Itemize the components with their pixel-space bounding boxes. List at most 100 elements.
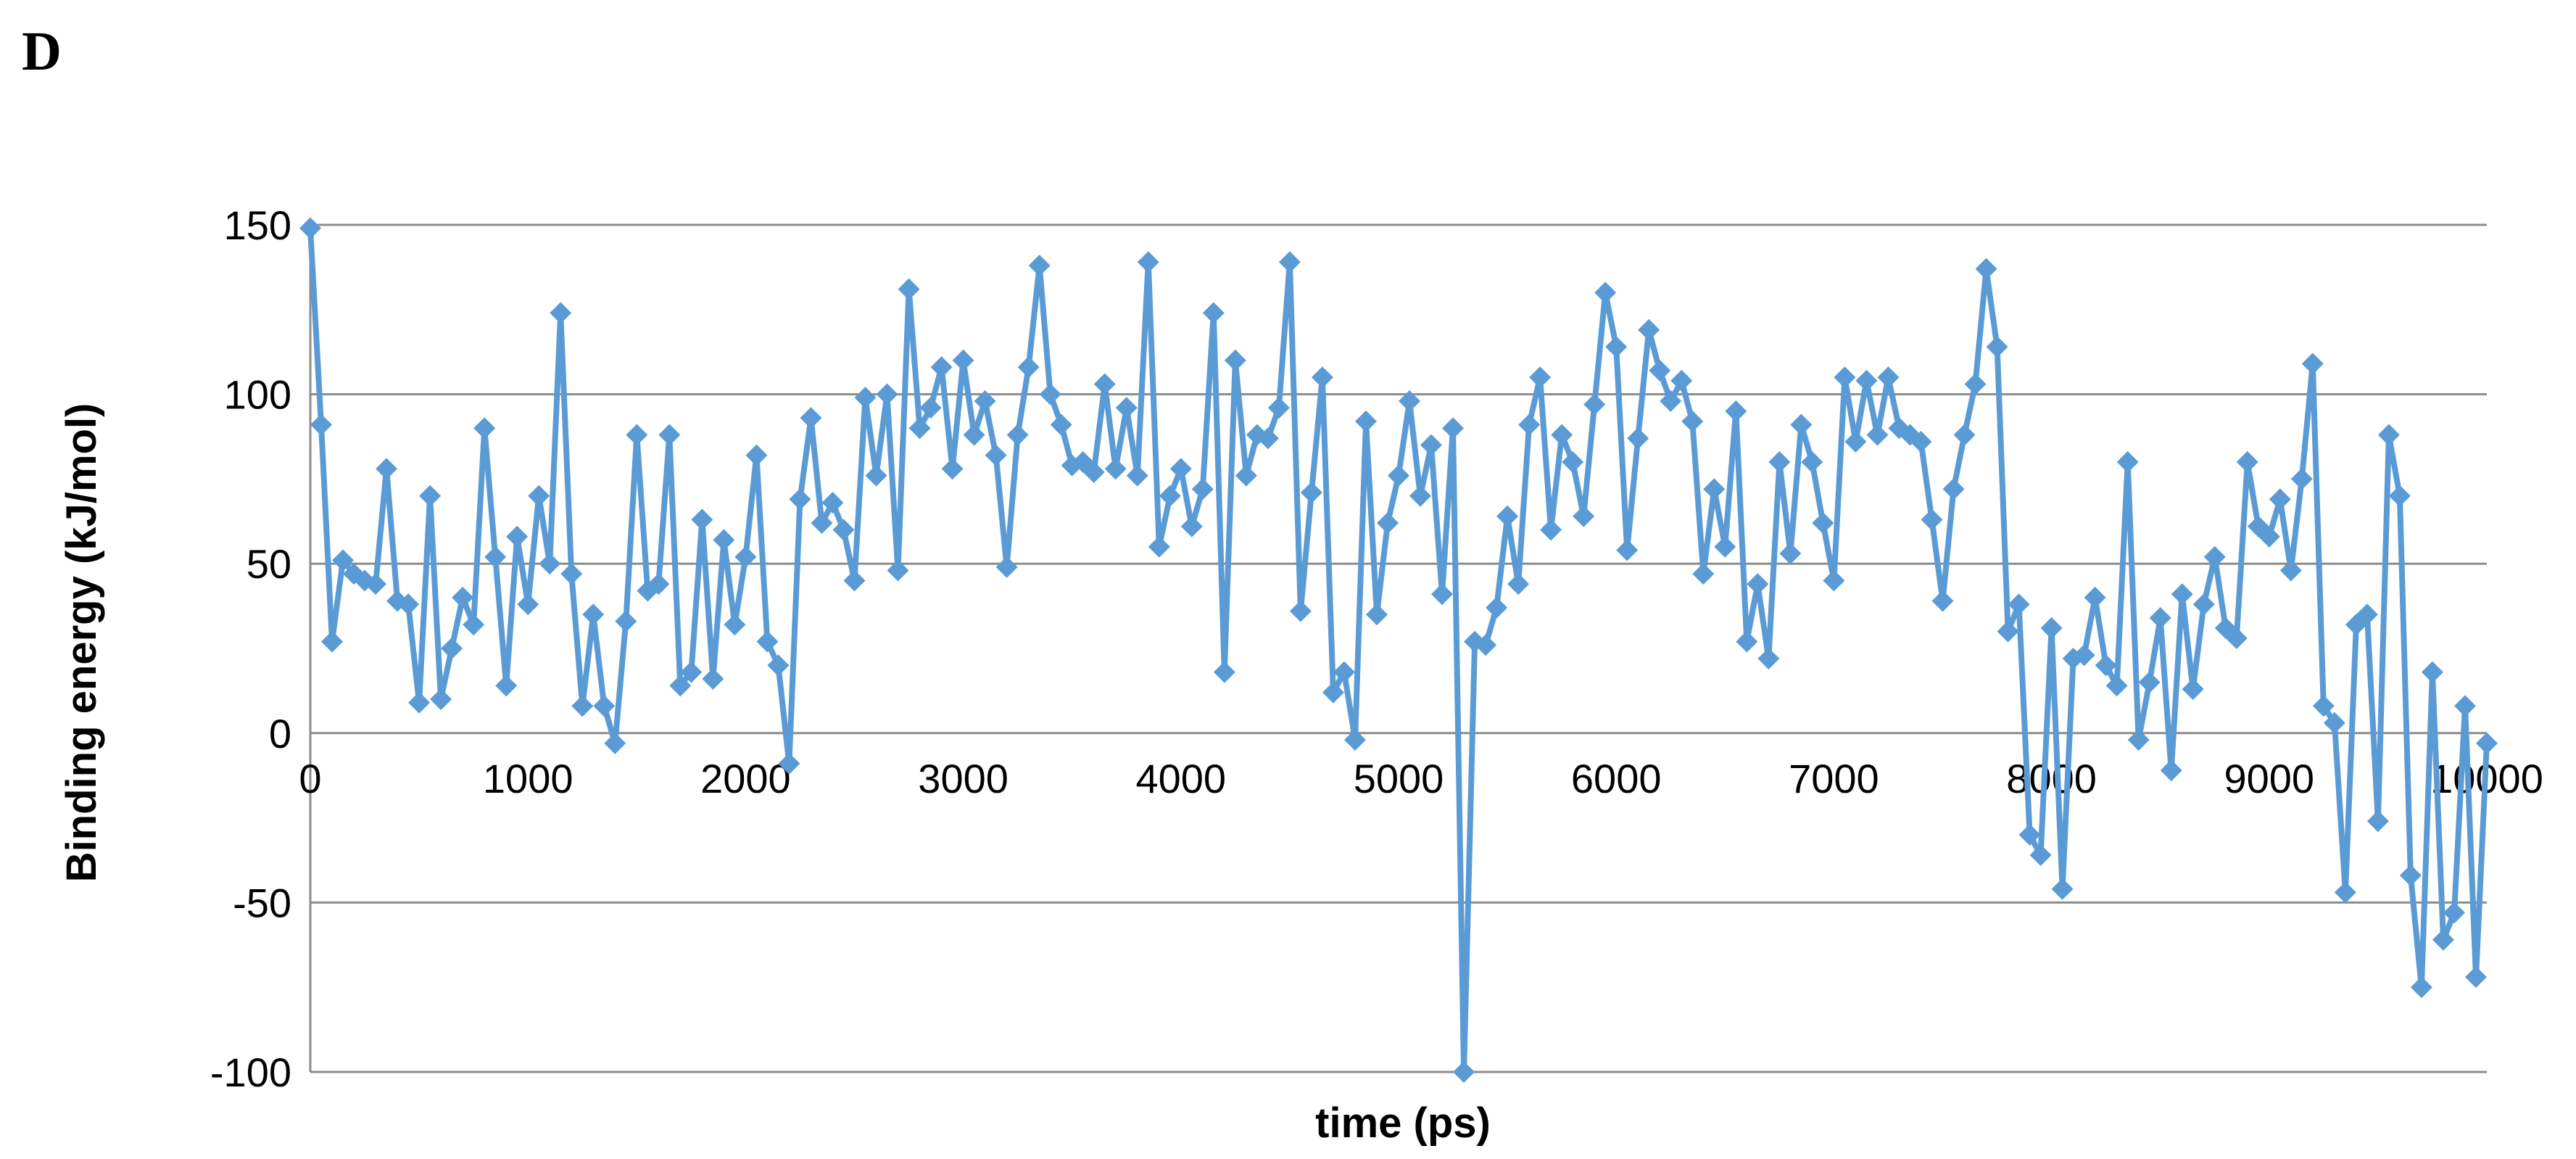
data-point	[1039, 383, 1061, 405]
data-point	[1365, 603, 1388, 626]
data-point	[1779, 543, 1802, 565]
y-tick-label: -100	[210, 1049, 291, 1095]
data-point	[1169, 458, 1192, 480]
data-point	[1518, 413, 1541, 436]
data-point	[1616, 539, 1639, 561]
y-tick-label: 100	[224, 372, 291, 418]
data-point	[1583, 393, 1606, 416]
data-point	[2323, 712, 2345, 734]
data-point	[495, 675, 518, 697]
data-point	[1692, 563, 1715, 585]
data-point	[463, 614, 485, 636]
data-point	[1006, 424, 1029, 446]
data-point	[1256, 427, 1279, 450]
data-point	[2476, 732, 2498, 754]
data-point	[1017, 356, 1040, 379]
data-point	[430, 688, 452, 711]
data-point	[2008, 593, 2030, 616]
data-point	[1278, 251, 1301, 273]
x-tick-label: 8000	[2006, 756, 2097, 801]
x-tick-label: 9000	[2224, 756, 2315, 801]
data-point	[1866, 424, 1889, 446]
data-point	[582, 603, 605, 626]
data-point	[1235, 464, 1257, 487]
data-point	[1213, 661, 1235, 683]
data-point	[1431, 583, 1454, 606]
data-point	[1649, 359, 1671, 381]
data-point	[2312, 695, 2335, 717]
x-tick-label: 2000	[700, 756, 791, 801]
data-point	[1681, 410, 1704, 432]
data-point	[1736, 630, 1758, 653]
x-tick-label: 0	[299, 756, 321, 801]
data-point	[2399, 865, 2422, 887]
y-tick-label: 150	[224, 202, 291, 248]
data-point	[397, 593, 420, 616]
data-point	[2301, 352, 2324, 375]
data-point	[1126, 464, 1148, 487]
data-point	[2453, 695, 2476, 717]
data-point	[1442, 417, 1465, 440]
data-point	[898, 278, 920, 300]
data-point	[1844, 431, 1867, 453]
data-point	[713, 529, 735, 551]
data-point	[1464, 630, 1486, 653]
data-point	[1931, 590, 1954, 612]
data-point	[647, 573, 670, 595]
y-axis-title: Binding energy (kJ/mol)	[58, 403, 105, 883]
data-point	[2095, 654, 2117, 677]
data-point	[1300, 482, 1322, 504]
data-point	[2127, 729, 2150, 751]
data-point	[1921, 508, 1943, 531]
data-point	[2377, 424, 2400, 446]
data-point	[2334, 881, 2356, 904]
data-point	[1180, 515, 1203, 537]
data-point	[1496, 505, 1519, 527]
data-point	[745, 444, 768, 466]
data-point	[821, 492, 844, 514]
data-point	[1224, 349, 1246, 371]
data-point	[408, 691, 431, 714]
y-tick-labels: 150 100 50 0 -50 -100	[210, 202, 291, 1095]
data-point	[2018, 823, 2041, 846]
data-point	[832, 519, 855, 541]
data-point	[1605, 336, 1628, 358]
data-point	[571, 695, 594, 717]
data-point	[887, 559, 909, 582]
data-point	[1768, 451, 1791, 474]
data-point	[1354, 410, 1377, 432]
data-point	[2258, 525, 2280, 548]
data-point	[376, 458, 398, 480]
y-tick-label: -50	[233, 880, 291, 925]
data-point	[1388, 464, 1409, 487]
data-point	[919, 397, 942, 419]
x-axis-title: time (ps)	[1315, 1100, 1491, 1147]
data-point	[691, 508, 713, 531]
data-point	[626, 424, 648, 446]
data-point	[1343, 729, 1366, 751]
data-point	[1834, 366, 1856, 389]
data-point	[2051, 878, 2074, 900]
data-point	[843, 569, 866, 592]
data-point	[593, 695, 616, 717]
data-point	[995, 556, 1018, 578]
data-point	[1562, 451, 1584, 474]
series-line	[307, 228, 2490, 1075]
data-point	[1997, 620, 2019, 643]
data-point	[1475, 634, 1497, 656]
data-point	[2236, 451, 2258, 474]
data-point	[800, 407, 822, 429]
data-point	[1812, 512, 1834, 535]
data-point	[2029, 844, 2052, 866]
data-point	[930, 356, 953, 379]
data-point	[1376, 512, 1399, 535]
data-point	[789, 488, 811, 511]
data-point	[669, 675, 692, 697]
data-point	[560, 563, 583, 585]
data-point	[865, 464, 887, 487]
data-point	[1660, 389, 1682, 412]
data-point	[2182, 678, 2204, 701]
data-point	[550, 302, 572, 324]
data-point	[1115, 397, 1138, 419]
